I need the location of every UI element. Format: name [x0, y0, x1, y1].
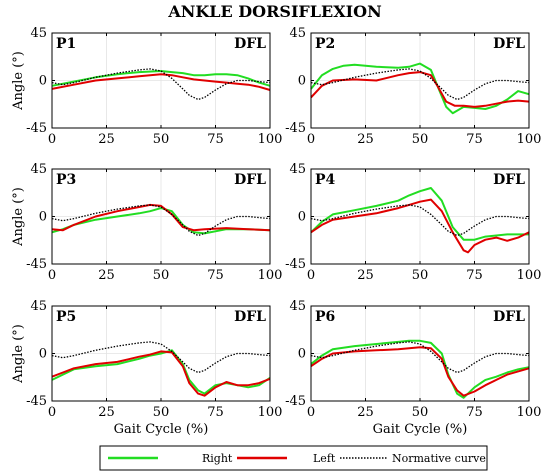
x-tick-label: 75 [466, 132, 483, 147]
series-left-line [310, 346, 530, 397]
series-right-line [310, 187, 529, 241]
x-tick-label: 0 [307, 268, 315, 283]
panel-label: P3 [56, 172, 76, 188]
series-left-line [310, 198, 530, 254]
x-tick-label: 0 [48, 405, 56, 420]
x-tick-label: 0 [307, 405, 315, 420]
y-tick-label: 45 [30, 299, 47, 314]
figure-title: ANKLE DORSIFLEXION [167, 2, 381, 21]
panel-tag: DFL [234, 309, 266, 325]
series-left-line [51, 203, 271, 232]
y-tick-label: -45 [285, 394, 306, 409]
x-tick-label: 0 [48, 268, 56, 283]
x-tick-label: 75 [207, 405, 224, 420]
legend: Right Left Normative curve [99, 445, 488, 471]
series-normative-line [51, 341, 271, 374]
x-tick-label: 100 [517, 132, 542, 147]
panel-tag: DFL [493, 172, 525, 188]
y-tick-label: 45 [30, 162, 47, 177]
x-tick-label: 0 [48, 132, 56, 147]
legend-label-left: Left [313, 452, 336, 465]
legend-label-right: Right [202, 452, 233, 465]
y-tick-label: 45 [289, 162, 306, 177]
x-tick-label: 50 [412, 268, 429, 283]
panel-tag: DFL [234, 36, 266, 52]
series-left-line [51, 350, 271, 397]
panel-label: P6 [315, 309, 335, 325]
x-tick-label: 100 [258, 405, 283, 420]
x-tick-label: 50 [153, 132, 170, 147]
panel-label: P1 [56, 36, 76, 52]
series-normative-line [310, 204, 530, 237]
x-tick-label: 50 [412, 405, 429, 420]
y-axis-label: Angle (°) [11, 187, 26, 247]
x-tick-label: 75 [466, 268, 483, 283]
x-tick-label: 0 [307, 132, 315, 147]
y-tick-label: -45 [285, 257, 306, 272]
x-tick-label: 50 [153, 405, 170, 420]
series-right-line [310, 339, 530, 399]
x-tick-label: 25 [98, 268, 115, 283]
y-tick-label: -45 [285, 121, 306, 136]
y-tick-label: 0 [298, 210, 306, 225]
series-right-line [310, 62, 530, 115]
series-normative-line [51, 68, 271, 101]
x-tick-label: 50 [153, 268, 170, 283]
y-tick-label: 45 [289, 26, 306, 41]
x-tick-label: 75 [207, 268, 224, 283]
x-tick-label: 100 [258, 268, 283, 283]
x-tick-label: 25 [357, 405, 374, 420]
series-left-line [51, 73, 271, 91]
series-normative-line [51, 204, 271, 237]
panel-tag: DFL [234, 172, 266, 188]
x-tick-label: 100 [517, 405, 542, 420]
x-tick-label: 100 [517, 268, 542, 283]
x-axis-label: Gait Cycle (%) [373, 422, 468, 437]
panel-tag: DFL [493, 309, 525, 325]
x-tick-label: 100 [258, 132, 283, 147]
legend-label-normative: Normative curve [392, 452, 486, 465]
y-tick-label: 0 [39, 74, 47, 89]
series-normative-line [310, 68, 530, 101]
y-tick-label: 45 [30, 26, 47, 41]
x-tick-label: 50 [412, 132, 429, 147]
y-tick-label: 45 [289, 299, 306, 314]
panel-tag: DFL [493, 36, 525, 52]
x-tick-label: 25 [98, 132, 115, 147]
y-tick-label: -45 [26, 121, 47, 136]
x-tick-label: 75 [207, 132, 224, 147]
x-tick-label: 25 [357, 132, 374, 147]
panel-label: P4 [315, 172, 336, 188]
y-tick-label: 0 [39, 347, 47, 362]
y-tick-label: -45 [26, 394, 47, 409]
x-axis-label: Gait Cycle (%) [114, 422, 209, 437]
y-axis-label: Angle (°) [11, 51, 26, 111]
series-right-line [51, 70, 271, 87]
y-tick-label: -45 [26, 257, 47, 272]
legend-box [99, 445, 488, 471]
series-left-line [310, 71, 530, 108]
y-tick-label: 0 [298, 74, 306, 89]
panel-label: P5 [56, 309, 76, 325]
panel-label: P2 [315, 36, 335, 52]
y-tick-label: 0 [298, 347, 306, 362]
y-axis-label: Angle (°) [11, 324, 26, 384]
x-tick-label: 75 [466, 405, 483, 420]
x-tick-label: 25 [357, 268, 374, 283]
y-tick-label: 0 [39, 210, 47, 225]
series-normative-line [310, 341, 530, 374]
x-tick-label: 25 [98, 405, 115, 420]
